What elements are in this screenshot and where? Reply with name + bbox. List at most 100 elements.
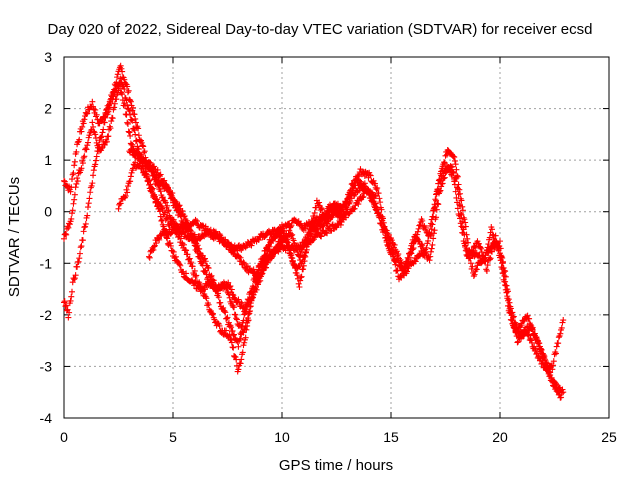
data-point-marker [501,272,508,279]
data-point-marker [192,273,199,280]
y-tick-label: 3 [44,49,52,65]
data-point-marker [423,244,430,251]
data-point-marker [123,111,130,118]
data-point-marker [462,242,469,249]
data-point-marker [183,247,190,254]
data-point-marker [244,263,251,270]
data-point-marker [74,175,81,182]
data-point-marker [89,119,96,126]
data-point-marker [118,89,125,96]
data-point-marker [76,255,83,262]
data-point-marker [302,249,309,256]
data-point-marker [554,388,561,395]
data-point-marker [224,314,231,321]
data-point-marker [229,291,236,298]
data-point-marker [525,332,532,339]
data-point-marker [101,141,108,148]
data-point-marker [549,378,556,385]
data-point-marker [290,237,297,244]
data-point-marker [61,177,67,184]
data-point-marker [445,163,452,170]
data-point-marker [228,286,235,293]
data-point-marker [189,263,196,270]
data-point-marker [461,231,468,238]
data-point-marker [412,258,419,265]
data-point-marker [149,172,156,179]
data-point-marker [454,184,461,191]
data-point-marker [374,205,381,212]
data-point-marker [511,325,518,332]
data-point-marker [242,323,249,330]
grid-layer [64,57,609,418]
data-point-marker [153,196,160,203]
data-point-marker [69,207,76,214]
data-point-marker [297,277,304,284]
data-point-marker [140,143,147,150]
data-point-marker [303,246,310,253]
data-point-marker [61,298,68,305]
data-point-marker [489,231,496,238]
data-point-marker [458,211,465,218]
data-point-marker [177,262,184,269]
data-point-marker [148,168,155,175]
data-point-marker [79,237,86,244]
data-point-marker [418,247,425,254]
data-point-marker [377,199,384,206]
data-point-marker [124,189,131,196]
data-point-marker [526,331,533,338]
data-point-marker [381,223,388,230]
data-point-marker [470,273,477,280]
data-point-marker [162,199,169,206]
data-point-marker [415,225,422,232]
data-point-marker [408,250,415,257]
data-point-marker [184,251,191,258]
data-point-marker [68,176,75,183]
data-point-marker [78,243,85,250]
data-point-marker [101,119,108,126]
data-point-marker [132,131,139,138]
data-point-marker [72,184,79,191]
data-point-marker [70,200,77,207]
data-point-marker [82,220,89,227]
data-point-marker [186,255,193,262]
data-point-marker [311,209,318,216]
data-point-marker [66,309,73,316]
data-point-marker [93,111,100,118]
data-point-marker [123,186,130,193]
data-point-marker [150,246,157,253]
data-point-marker [288,251,295,258]
data-point-marker [350,192,357,199]
data-point-marker [172,253,179,260]
data-point-marker [231,304,238,311]
data-point-marker [78,165,85,172]
data-point-marker [457,215,464,222]
data-point-marker [449,172,456,179]
data-point-marker [130,104,137,111]
data-point-marker [455,191,462,198]
data-point-marker [390,257,397,264]
data-point-marker [298,273,305,280]
data-point-marker [92,157,99,164]
data-point-marker [216,231,223,238]
data-point-marker [555,334,562,341]
data-point-marker [223,315,230,322]
data-point-marker [90,128,97,135]
data-point-marker [65,314,72,321]
data-point-marker [156,208,163,215]
data-point-marker [127,132,134,139]
data-point-marker [269,237,276,244]
data-point-marker [74,178,81,185]
data-point-marker [232,311,239,318]
data-point-marker [454,185,461,192]
data-point-marker [429,241,436,248]
data-point-marker [191,231,198,238]
data-point-marker [119,68,126,75]
data-point-marker [376,195,383,202]
data-point-marker [135,132,142,139]
data-point-marker [163,181,170,188]
data-point-marker [355,201,362,208]
data-point-marker [318,205,325,212]
data-point-marker [132,138,139,145]
data-point-marker [302,225,309,232]
data-point-marker [164,202,171,209]
